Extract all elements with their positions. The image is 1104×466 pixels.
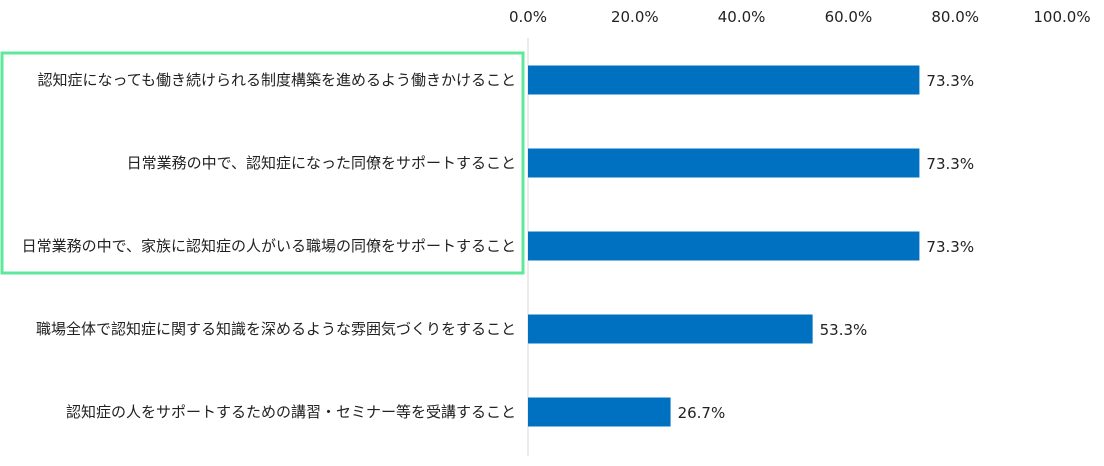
x-tick-label: 80.0% [931, 8, 979, 26]
bar [528, 148, 920, 178]
data-label: 26.7% [678, 404, 726, 422]
data-label: 73.3% [926, 155, 974, 173]
category-label: 認知症になっても働き続けられる制度構築を進めるよう働きかけること [37, 71, 516, 89]
data-label: 73.3% [926, 72, 974, 90]
x-tick-label: 0.0% [509, 8, 547, 26]
category-label: 職場全体で認知症に関する知識を深めるような雰囲気づくりをすること [36, 320, 516, 338]
x-tick-label: 40.0% [718, 8, 766, 26]
category-label: 認知症の人をサポートするための講習・セミナー等を受講すること [66, 403, 516, 421]
data-label: 53.3% [820, 321, 868, 339]
bar [528, 231, 920, 261]
category-label: 日常業務の中で、家族に認知症の人がいる職場の同僚をサポートすること [22, 237, 516, 255]
category-label: 日常業務の中で、認知症になった同僚をサポートすること [127, 154, 516, 172]
x-tick-label: 60.0% [825, 8, 873, 26]
highlight-box [0, 51, 525, 275]
x-tick-label: 100.0% [1033, 8, 1090, 26]
bar [528, 397, 671, 427]
data-label: 73.3% [926, 238, 974, 256]
bar [528, 65, 920, 95]
x-tick-label: 20.0% [611, 8, 659, 26]
bar [528, 314, 813, 344]
